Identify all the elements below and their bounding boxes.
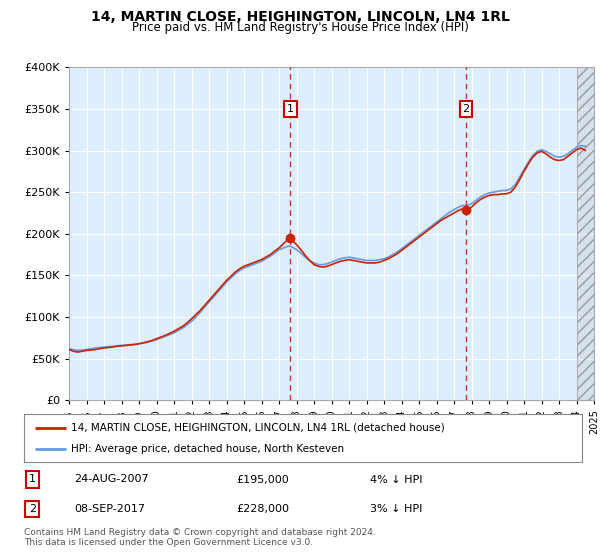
Text: Price paid vs. HM Land Registry's House Price Index (HPI): Price paid vs. HM Land Registry's House … [131,21,469,34]
Bar [577,67,600,400]
Text: 2: 2 [463,104,470,114]
Text: 1: 1 [287,104,294,114]
Text: 08-SEP-2017: 08-SEP-2017 [74,504,145,514]
Text: 3% ↓ HPI: 3% ↓ HPI [370,504,422,514]
Text: 1: 1 [29,474,36,484]
Text: 14, MARTIN CLOSE, HEIGHINGTON, LINCOLN, LN4 1RL (detached house): 14, MARTIN CLOSE, HEIGHINGTON, LINCOLN, … [71,423,445,433]
Text: £195,000: £195,000 [236,474,289,484]
Text: 2: 2 [29,504,36,514]
Text: 14, MARTIN CLOSE, HEIGHINGTON, LINCOLN, LN4 1RL: 14, MARTIN CLOSE, HEIGHINGTON, LINCOLN, … [91,10,509,24]
Bar [577,67,600,400]
Text: 24-AUG-2007: 24-AUG-2007 [74,474,149,484]
Text: £228,000: £228,000 [236,504,289,514]
Text: 4% ↓ HPI: 4% ↓ HPI [370,474,422,484]
Text: Contains HM Land Registry data © Crown copyright and database right 2024.
This d: Contains HM Land Registry data © Crown c… [24,528,376,547]
Text: HPI: Average price, detached house, North Kesteven: HPI: Average price, detached house, Nort… [71,444,344,454]
